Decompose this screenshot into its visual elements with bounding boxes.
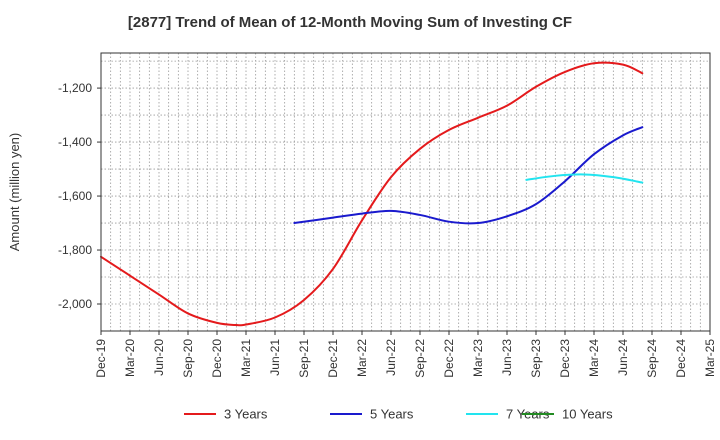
y-tick-label: -2,000: [58, 297, 92, 311]
x-tick-label: Dec-22: [442, 339, 456, 378]
legend-label-10-years: 10 Years: [562, 407, 613, 422]
plot-frame: [100, 52, 711, 332]
x-tick-label: Mar-24: [587, 339, 601, 377]
x-tick-label: Jun-23: [500, 339, 514, 376]
x-tick-label: Mar-22: [355, 339, 369, 377]
x-tick-label: Dec-20: [210, 339, 224, 378]
grid: [101, 53, 710, 331]
x-tick-label: Jun-21: [268, 339, 282, 376]
x-tick-label: Mar-20: [123, 339, 137, 377]
series-group: [100, 61, 644, 327]
y-tick-label: -1,200: [58, 81, 92, 95]
x-tick-label: Mar-21: [239, 339, 253, 377]
x-tick-label: Mar-25: [703, 339, 717, 377]
chart-title: [2877] Trend of Mean of 12-Month Moving …: [128, 14, 572, 31]
series-line-7-years: [525, 173, 644, 184]
x-tick-label: Dec-19: [94, 339, 108, 378]
x-tick-label: Dec-24: [674, 339, 688, 378]
y-axis-label: Amount (million yen): [7, 133, 22, 252]
series-line-3-years: [100, 61, 644, 327]
legend-label-5-years: 5 Years: [370, 407, 414, 422]
x-tick-label: Jun-20: [152, 339, 166, 376]
series-line-5-years: [293, 126, 644, 225]
y-tick-label: -1,400: [58, 135, 92, 149]
x-tick-label: Sep-21: [297, 339, 311, 378]
y-tick-label: -1,600: [58, 189, 92, 203]
y-axis: -1,200 -1,400 -1,600 -1,800 -2,000: [58, 81, 101, 311]
x-tick-label: Jun-22: [384, 339, 398, 376]
x-tick-label: Mar-23: [471, 339, 485, 377]
x-tick-label: Sep-22: [413, 339, 427, 378]
y-tick-label: -1,800: [58, 243, 92, 257]
x-tick-label: Sep-24: [645, 339, 659, 378]
x-tick-label: Dec-23: [558, 339, 572, 378]
legend: 3 Years 5 Years 7 Years 10 Years: [184, 407, 613, 422]
x-tick-label: Jun-24: [616, 339, 630, 376]
plot-area: [101, 53, 710, 331]
x-axis: Dec-19 Mar-20 Jun-20 Sep-20 Dec-20 Mar-21 Jun-…: [94, 331, 717, 378]
legend-label-3-years: 3 Years: [224, 407, 268, 422]
x-tick-label: Sep-23: [529, 339, 543, 378]
x-tick-label: Sep-20: [181, 339, 195, 378]
x-tick-label: Dec-21: [326, 339, 340, 378]
